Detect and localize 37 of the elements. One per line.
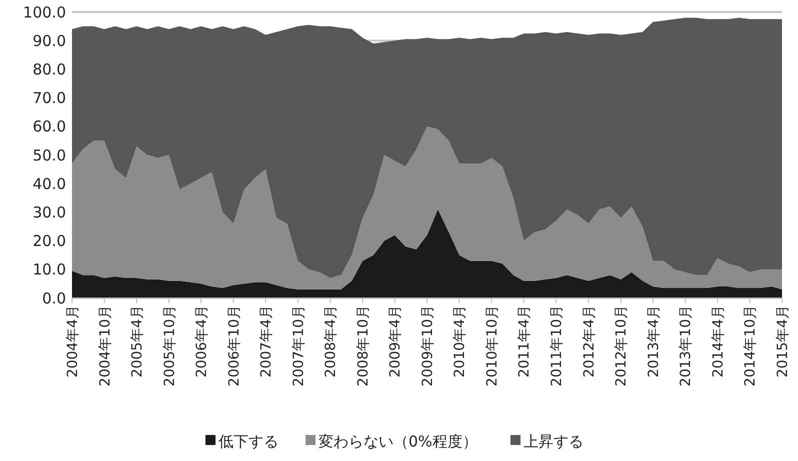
x-tick-label: 2004年10月: [97, 305, 114, 386]
x-tick-label: 2007年4月: [258, 305, 274, 378]
x-tick-label: 2011年10月: [549, 305, 566, 386]
x-tick-label: 2008年10月: [355, 305, 372, 386]
y-tick-label: 0.0: [42, 289, 66, 308]
y-tick-label: 60.0: [32, 118, 66, 136]
y-tick-label: 70.0: [32, 89, 66, 108]
x-tick-label: 2010年10月: [484, 305, 500, 386]
x-tick-label: 2005年10月: [162, 305, 178, 386]
x-tick-label: 2013年4月: [646, 305, 662, 378]
x-tick-label: 2009年10月: [420, 305, 436, 386]
x-tick-label: 2012年10月: [614, 305, 630, 386]
y-tick-label: 30.0: [32, 203, 66, 222]
x-tick-label: 2012年4月: [581, 305, 598, 378]
legend-label: 低下する: [218, 432, 278, 450]
legend-label: 上昇する: [524, 432, 584, 450]
x-tick-label: 2008年4月: [323, 305, 340, 378]
x-tick-label: 2014年4月: [710, 305, 726, 378]
y-tick-label: 80.0: [32, 60, 66, 78]
y-tick-label: 90.0: [32, 32, 66, 50]
x-tick-label: 2014年10月: [742, 305, 759, 386]
y-tick-label: 10.0: [32, 260, 66, 279]
x-tick-label: 2006年4月: [194, 305, 210, 378]
y-tick-label: 100.0: [23, 3, 66, 22]
y-tick-label: 20.0: [32, 232, 66, 250]
y-tick-label: 40.0: [32, 174, 66, 193]
x-tick-label: 2005年4月: [129, 305, 146, 378]
x-tick-label: 2011年4月: [516, 305, 533, 378]
x-tick-label: 2004年4月: [64, 305, 81, 378]
x-tick-label: 2010年4月: [452, 305, 468, 378]
y-tick-label: 50.0: [32, 146, 66, 164]
x-tick-label: 2009年4月: [388, 305, 404, 378]
x-tick-label: 2013年10月: [678, 305, 694, 386]
x-tick-label: 2015年4月: [774, 305, 791, 378]
x-tick-label: 2007年10月: [290, 305, 307, 386]
x-tick-label: 2006年10月: [226, 305, 242, 386]
legend-label: 変わらない（0%程度）: [318, 432, 478, 450]
